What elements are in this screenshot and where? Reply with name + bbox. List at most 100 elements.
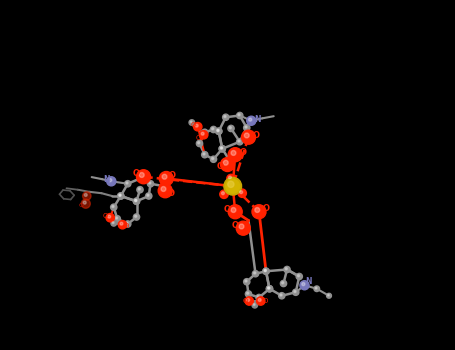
Circle shape — [315, 287, 317, 289]
Circle shape — [239, 224, 244, 229]
Circle shape — [253, 272, 256, 274]
Circle shape — [230, 187, 238, 195]
Circle shape — [280, 280, 287, 287]
Text: O: O — [239, 148, 247, 158]
Circle shape — [228, 125, 234, 132]
Circle shape — [81, 199, 90, 208]
Circle shape — [138, 188, 140, 190]
Circle shape — [257, 297, 265, 305]
Circle shape — [243, 125, 250, 131]
Circle shape — [217, 130, 219, 132]
Circle shape — [117, 193, 124, 199]
Circle shape — [137, 187, 143, 193]
Circle shape — [228, 148, 242, 162]
Circle shape — [248, 118, 252, 121]
Circle shape — [245, 126, 247, 128]
Circle shape — [139, 173, 144, 177]
Circle shape — [278, 293, 285, 299]
Text: O: O — [263, 204, 269, 214]
Circle shape — [258, 299, 261, 301]
Circle shape — [253, 303, 255, 306]
Circle shape — [223, 160, 228, 165]
Circle shape — [237, 139, 243, 145]
Circle shape — [238, 114, 240, 116]
Circle shape — [314, 286, 319, 292]
Circle shape — [197, 142, 200, 144]
Circle shape — [159, 172, 173, 186]
Circle shape — [203, 131, 205, 133]
Circle shape — [125, 221, 131, 227]
Circle shape — [263, 268, 269, 274]
Circle shape — [238, 140, 240, 142]
Text: O: O — [124, 223, 129, 230]
Circle shape — [202, 152, 208, 158]
Circle shape — [114, 216, 121, 222]
Circle shape — [210, 156, 217, 162]
Circle shape — [135, 215, 137, 217]
Circle shape — [119, 194, 121, 196]
Circle shape — [256, 294, 262, 301]
Circle shape — [302, 282, 305, 286]
Circle shape — [268, 287, 270, 289]
Circle shape — [238, 189, 247, 197]
Circle shape — [116, 217, 117, 219]
Circle shape — [197, 140, 202, 147]
Circle shape — [244, 133, 249, 138]
Circle shape — [245, 280, 247, 282]
Circle shape — [228, 181, 234, 188]
Circle shape — [226, 179, 240, 193]
Circle shape — [146, 193, 152, 199]
Circle shape — [252, 302, 258, 308]
Circle shape — [111, 204, 117, 210]
Circle shape — [137, 175, 143, 182]
Circle shape — [228, 205, 242, 219]
Text: O: O — [243, 298, 248, 304]
Circle shape — [221, 158, 234, 172]
Circle shape — [327, 293, 331, 298]
Circle shape — [228, 176, 232, 179]
Circle shape — [161, 187, 166, 191]
Circle shape — [126, 222, 128, 224]
Circle shape — [112, 205, 114, 208]
Circle shape — [118, 220, 126, 229]
Text: O: O — [224, 205, 231, 215]
Circle shape — [219, 146, 225, 152]
Circle shape — [224, 116, 226, 118]
Text: O: O — [262, 298, 268, 304]
Circle shape — [247, 292, 249, 294]
Circle shape — [106, 214, 115, 222]
Text: O: O — [196, 134, 202, 141]
Circle shape — [147, 194, 149, 196]
Circle shape — [109, 178, 112, 182]
Circle shape — [111, 220, 116, 226]
Circle shape — [203, 153, 205, 155]
Circle shape — [83, 192, 91, 200]
Circle shape — [193, 122, 202, 131]
Circle shape — [216, 128, 222, 134]
Circle shape — [300, 281, 309, 290]
Circle shape — [133, 198, 140, 204]
Circle shape — [245, 297, 253, 305]
Circle shape — [224, 177, 242, 195]
Circle shape — [227, 174, 235, 183]
Circle shape — [222, 192, 224, 195]
Text: O: O — [133, 169, 140, 178]
Circle shape — [296, 273, 303, 280]
Circle shape — [158, 184, 172, 198]
Circle shape — [125, 181, 131, 187]
Circle shape — [133, 198, 140, 204]
Circle shape — [220, 147, 222, 149]
Circle shape — [264, 270, 266, 272]
Text: N: N — [103, 175, 109, 184]
Circle shape — [112, 222, 114, 224]
Circle shape — [195, 124, 198, 127]
Circle shape — [108, 215, 111, 218]
Circle shape — [201, 132, 204, 135]
Circle shape — [149, 182, 151, 184]
Circle shape — [126, 182, 128, 184]
Circle shape — [189, 120, 195, 125]
Circle shape — [84, 194, 87, 196]
Circle shape — [328, 294, 329, 296]
Circle shape — [282, 282, 284, 284]
Text: O: O — [79, 203, 84, 208]
